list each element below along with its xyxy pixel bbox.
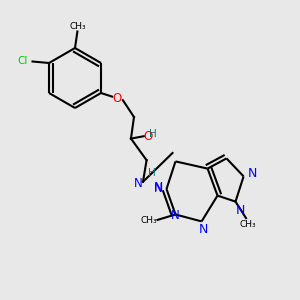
Text: H: H (149, 129, 157, 140)
Text: CH₃: CH₃ (69, 22, 86, 31)
Text: O: O (143, 130, 153, 143)
Text: N: N (198, 223, 208, 236)
Text: N: N (134, 177, 143, 190)
Text: N: N (153, 181, 163, 194)
Text: N: N (170, 208, 179, 222)
Text: H: H (148, 168, 155, 178)
Text: N: N (247, 167, 257, 180)
Text: Cl: Cl (17, 56, 28, 67)
Text: N: N (154, 182, 163, 196)
Text: N: N (235, 203, 245, 217)
Text: CH₃: CH₃ (141, 216, 158, 225)
Text: O: O (113, 92, 122, 105)
Text: CH₃: CH₃ (239, 220, 256, 229)
